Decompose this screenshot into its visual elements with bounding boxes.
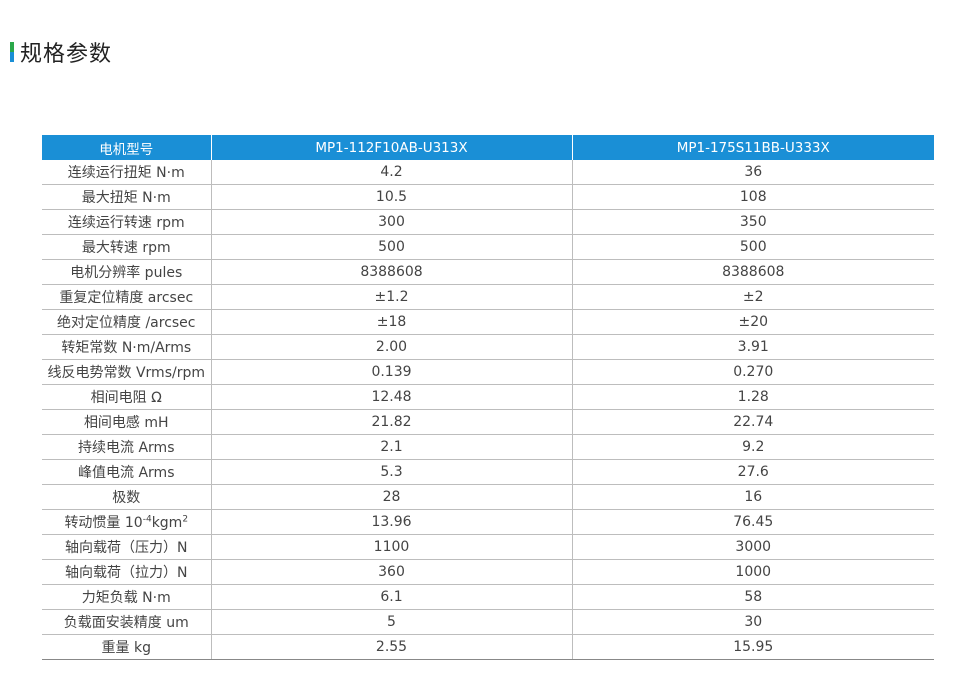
row-label: 连续运行扭矩 N·m [42,160,211,185]
table-row: 力矩负载 N·m 6.1 58 [42,584,934,610]
row-label: 峰值电流 Arms [42,459,211,485]
table-row: 线反电势常数 Vrms/rpm 0.139 0.270 [42,359,934,385]
table-row: 转矩常数 N·m/Arms 2.00 3.91 [42,334,934,360]
spec-table: 电机型号 MP1-112F10AB-U313X MP1-175S11BB-U33… [42,135,934,660]
row-value-1: 13.96 [210,509,572,535]
table-row: 持续电流 Arms 2.1 9.2 [42,434,934,460]
row-label: 力矩负载 N·m [42,584,211,610]
row-value-2: 0.270 [571,359,934,385]
row-value-1: 12.48 [210,384,572,410]
row-label: 转矩常数 N·m/Arms [42,334,211,360]
table-row: 连续运行转速 rpm 300 350 [42,209,934,235]
row-label-unit: kgm [151,515,183,531]
table-row: 峰值电流 Arms 5.3 27.6 [42,459,934,485]
row-value-2: 350 [571,209,934,235]
row-label: 连续运行转速 rpm [42,209,211,235]
row-label: 极数 [42,484,211,510]
row-value-2: 3000 [571,534,934,560]
row-value-1: ±1.2 [210,284,572,310]
row-label-prefix: 转动惯量 10 [64,515,143,531]
row-value-2: 1.28 [571,384,934,410]
table-row: 相间电阻 Ω 12.48 1.28 [42,384,934,410]
row-value-1: 8388608 [210,259,572,285]
row-value-1: 10.5 [210,184,572,210]
row-value-2: 9.2 [571,434,934,460]
row-value-1: 5.3 [210,459,572,485]
table-row: 轴向载荷（拉力）N 360 1000 [42,559,934,585]
row-value-2: 8388608 [571,259,934,285]
row-value-2: 36 [571,160,934,185]
table-row: 最大扭矩 N·m 10.5 108 [42,184,934,210]
header-model-label: 电机型号 [42,135,211,160]
row-value-2: 27.6 [571,459,934,485]
row-value-1: 6.1 [210,584,572,610]
row-label: 重复定位精度 arcsec [42,284,211,310]
row-value-2: 76.45 [571,509,934,535]
row-label-unit-exponent: 2 [182,514,189,525]
row-value-2: 22.74 [571,409,934,435]
row-value-2: 15.95 [571,634,934,660]
table-row: 绝对定位精度 /arcsec ±18 ±20 [42,309,934,335]
row-value-1: 0.139 [210,359,572,385]
row-value-2: 3.91 [571,334,934,360]
table-row: 负载面安装精度 um 5 30 [42,609,934,635]
table-row: 重复定位精度 arcsec ±1.2 ±2 [42,284,934,310]
row-label: 相间电感 mH [42,409,211,435]
row-value-2: 108 [571,184,934,210]
row-value-2: 500 [571,234,934,260]
table-row: 轴向载荷（压力）N 1100 3000 [42,534,934,560]
table-row: 极数 28 16 [42,484,934,510]
table-row: 电机分辨率 pules 8388608 8388608 [42,259,934,285]
row-label: 最大扭矩 N·m [42,184,211,210]
row-value-1: 4.2 [210,160,572,185]
row-label: 持续电流 Arms [42,434,211,460]
row-label: 轴向载荷（压力）N [42,534,211,560]
row-value-1: 500 [210,234,572,260]
row-value-2: 30 [571,609,934,635]
row-label: 线反电势常数 Vrms/rpm [42,359,211,385]
row-value-2: 1000 [571,559,934,585]
row-value-2: ±20 [571,309,934,335]
row-label: 转动惯量 10-4kgm2 [42,509,211,535]
table-header-row: 电机型号 MP1-112F10AB-U313X MP1-175S11BB-U33… [42,135,934,160]
section-title-text: 规格参数 [20,42,113,67]
table-row: 最大转速 rpm 500 500 [42,234,934,260]
row-value-1: 5 [210,609,572,635]
row-value-2: 16 [571,484,934,510]
row-label: 最大转速 rpm [42,234,211,260]
row-value-1: 360 [210,559,572,585]
row-value-2: ±2 [571,284,934,310]
table-row: 相间电感 mH 21.82 22.74 [42,409,934,435]
row-value-1: 28 [210,484,572,510]
row-value-1: 300 [210,209,572,235]
row-label: 相间电阻 Ω [42,384,211,410]
row-value-1: ±18 [210,309,572,335]
row-value-1: 2.1 [210,434,572,460]
row-label: 绝对定位精度 /arcsec [42,309,211,335]
row-value-1: 2.55 [210,634,572,660]
row-label: 轴向载荷（拉力）N [42,559,211,585]
title-accent-bar [10,42,14,62]
header-model-2: MP1-175S11BB-U333X [571,135,934,160]
row-value-1: 2.00 [210,334,572,360]
row-label: 重量 kg [42,634,211,660]
table-row: 重量 kg 2.55 15.95 [42,634,934,660]
row-value-2: 58 [571,584,934,610]
row-label: 电机分辨率 pules [42,259,211,285]
row-value-1: 1100 [210,534,572,560]
header-model-1: MP1-112F10AB-U313X [210,135,572,160]
table-row: 连续运行扭矩 N·m 4.2 36 [42,160,934,185]
section-title: 规格参数 [10,38,113,67]
row-value-1: 21.82 [210,409,572,435]
row-label: 负载面安装精度 um [42,609,211,635]
row-label-exponent: -4 [142,514,152,525]
table-row: 转动惯量 10-4kgm2 13.96 76.45 [42,509,934,535]
